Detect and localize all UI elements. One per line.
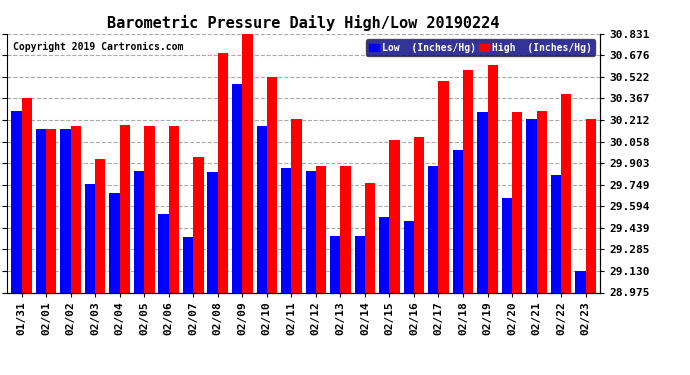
Bar [218,53,228,292]
Bar [575,271,586,292]
Bar [477,112,488,292]
Bar [183,237,193,292]
Bar [463,70,473,292]
Bar [281,168,291,292]
Bar [414,137,424,292]
Bar [404,221,414,292]
Bar [551,175,561,292]
Bar [453,150,463,292]
Title: Barometric Pressure Daily High/Low 20190224: Barometric Pressure Daily High/Low 20190… [108,15,500,31]
Text: Copyright 2019 Cartronics.com: Copyright 2019 Cartronics.com [13,42,184,51]
Bar [60,129,70,292]
Bar [232,84,242,292]
Bar [110,193,119,292]
Bar [208,172,218,292]
Bar [512,112,522,292]
Bar [526,119,537,292]
Bar [488,64,497,292]
Bar [119,124,130,292]
Bar [340,166,351,292]
Bar [159,214,169,292]
Bar [257,126,267,292]
Bar [11,111,21,292]
Bar [428,166,438,292]
Bar [21,98,32,292]
Bar [438,81,449,292]
Bar [193,157,204,292]
Bar [291,119,302,292]
Bar [330,236,340,292]
Bar [379,216,389,292]
Bar [306,171,316,292]
Bar [134,171,144,292]
Bar [561,94,571,292]
Bar [242,34,253,292]
Bar [70,126,81,292]
Legend: Low  (Inches/Hg), High  (Inches/Hg): Low (Inches/Hg), High (Inches/Hg) [366,39,595,56]
Bar [267,77,277,292]
Bar [316,166,326,292]
Bar [85,184,95,292]
Bar [502,198,512,292]
Bar [169,126,179,292]
Bar [36,129,46,292]
Bar [586,119,596,292]
Bar [355,236,365,292]
Bar [389,140,400,292]
Bar [365,183,375,292]
Bar [537,111,547,292]
Bar [144,126,155,292]
Bar [46,129,57,292]
Bar [95,159,106,292]
